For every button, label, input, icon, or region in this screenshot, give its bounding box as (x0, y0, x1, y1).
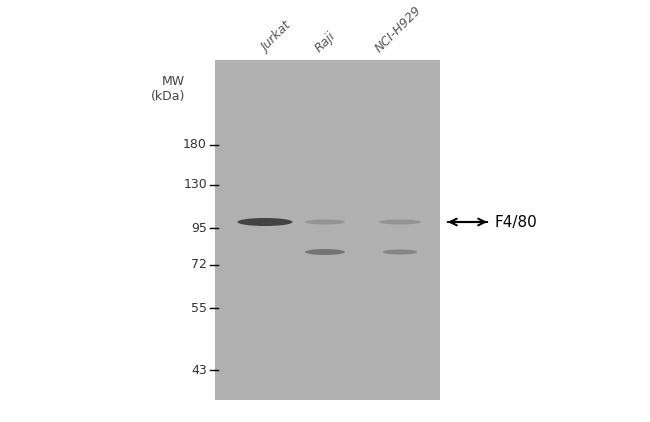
Text: NCI-H929: NCI-H929 (373, 3, 424, 55)
Ellipse shape (379, 219, 421, 225)
Text: 180: 180 (183, 138, 207, 151)
Ellipse shape (305, 249, 345, 255)
Bar (215, 60, 440, 400)
Text: Jurkat: Jurkat (259, 20, 294, 55)
Text: 95: 95 (191, 222, 207, 235)
Text: MW
(kDa): MW (kDa) (151, 75, 185, 103)
Text: Raji: Raji (313, 30, 339, 55)
Ellipse shape (305, 219, 345, 225)
Text: 72: 72 (191, 259, 207, 271)
Text: 43: 43 (191, 363, 207, 376)
Ellipse shape (237, 218, 292, 226)
Text: 130: 130 (183, 179, 207, 192)
Ellipse shape (382, 249, 417, 254)
Text: 55: 55 (191, 301, 207, 314)
Text: F4/80: F4/80 (495, 214, 538, 230)
